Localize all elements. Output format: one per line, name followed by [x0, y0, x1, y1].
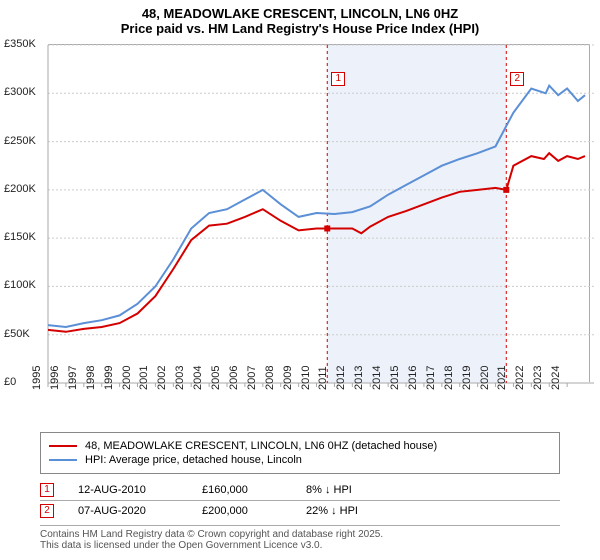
event-date: 07-AUG-2020	[78, 505, 178, 517]
event-table: 1 12-AUG-2010 £160,000 8% ↓ HPI 2 07-AUG…	[40, 480, 560, 521]
y-tick-label: £200K	[4, 183, 36, 195]
y-tick-label: £300K	[4, 86, 36, 98]
y-tick-label: £150K	[4, 231, 36, 243]
legend-label: 48, MEADOWLAKE CRESCENT, LINCOLN, LN6 0H…	[85, 440, 437, 452]
legend-label: HPI: Average price, detached house, Linc…	[85, 454, 302, 466]
legend-row: 48, MEADOWLAKE CRESCENT, LINCOLN, LN6 0H…	[49, 440, 551, 452]
note-line: Contains HM Land Registry data © Crown c…	[40, 529, 560, 540]
title-line-1: 48, MEADOWLAKE CRESCENT, LINCOLN, LN6 0H…	[0, 6, 600, 21]
legend: 48, MEADOWLAKE CRESCENT, LINCOLN, LN6 0H…	[40, 432, 560, 474]
y-tick-label: £50K	[4, 328, 30, 340]
y-tick-label: £0	[4, 376, 16, 388]
chart-area: £0£50K£100K£150K£200K£250K£300K£350K 12 …	[4, 44, 596, 432]
event-price: £200,000	[202, 505, 282, 517]
legend-row: HPI: Average price, detached house, Linc…	[49, 454, 551, 466]
event-delta: 22% ↓ HPI	[306, 505, 358, 517]
y-tick-label: £100K	[4, 279, 36, 291]
y-tick-label: £250K	[4, 135, 36, 147]
event-price: £160,000	[202, 484, 282, 496]
event-marker-box: 2	[40, 504, 54, 518]
event-date: 12-AUG-2010	[78, 484, 178, 496]
event-delta: 8% ↓ HPI	[306, 484, 352, 496]
event-row: 1 12-AUG-2010 £160,000 8% ↓ HPI	[40, 480, 560, 500]
event-flag: 2	[510, 72, 524, 86]
footer-notes: Contains HM Land Registry data © Crown c…	[40, 525, 560, 551]
note-line: This data is licensed under the Open Gov…	[40, 540, 560, 551]
plot-area: 12	[48, 44, 590, 382]
chart-container: 48, MEADOWLAKE CRESCENT, LINCOLN, LN6 0H…	[0, 0, 600, 560]
event-row: 2 07-AUG-2020 £200,000 22% ↓ HPI	[40, 500, 560, 521]
title-line-2: Price paid vs. HM Land Registry's House …	[0, 21, 600, 36]
event-flag: 1	[331, 72, 345, 86]
event-marker-box: 1	[40, 483, 54, 497]
y-tick-label: £350K	[4, 38, 36, 50]
x-tick-label: 2024	[550, 366, 592, 390]
legend-swatch	[49, 445, 77, 447]
legend-swatch	[49, 459, 77, 461]
plot-svg	[48, 45, 589, 382]
title-block: 48, MEADOWLAKE CRESCENT, LINCOLN, LN6 0H…	[0, 0, 600, 36]
